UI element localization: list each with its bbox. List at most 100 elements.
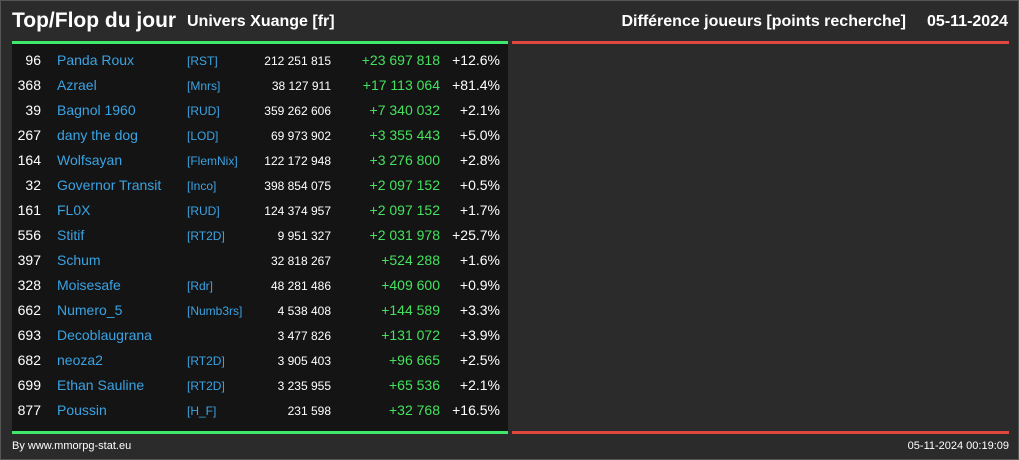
player-name-link[interactable]: Stitif: [57, 227, 85, 243]
player-points: 122 172 948: [264, 154, 331, 168]
top-divider-red: [512, 41, 1009, 44]
metric-label: Différence joueurs [points recherche]: [621, 13, 906, 30]
top-divider-green: [12, 41, 508, 44]
percent-change: +5.0%: [459, 127, 500, 143]
points-difference: +3 355 443: [369, 127, 440, 143]
table-row: 699 Ethan Sauline [RT2D] 3 235 955 +65 536 +2…: [12, 373, 508, 398]
player-rank: 39: [25, 102, 41, 118]
player-name-link[interactable]: Panda Roux: [57, 52, 135, 68]
alliance-tag-link[interactable]: [Mnrs]: [187, 79, 221, 93]
table-row: 328 Moisesafe [Rdr] 48 281 486 +409 600 +0.9%: [12, 273, 508, 298]
points-difference: +17 113 064: [362, 77, 440, 93]
alliance-tag-link[interactable]: [RT2D]: [187, 229, 225, 243]
player-rank: 693: [17, 327, 41, 343]
player-name-link[interactable]: FL0X: [57, 202, 91, 218]
player-rank: 328: [17, 277, 41, 293]
player-rank: 161: [17, 202, 41, 218]
alliance-tag-link[interactable]: [RST]: [187, 54, 218, 68]
player-name-link[interactable]: Schum: [57, 252, 101, 268]
player-points: 359 262 606: [264, 104, 331, 118]
alliance-tag-link[interactable]: [H_F]: [187, 404, 217, 418]
header: Top/Flop du jour Univers Xuange [fr] Dif…: [1, 1, 1018, 41]
site-credit[interactable]: By www.mmorpg-stat.eu: [12, 440, 132, 452]
player-points: 38 127 911: [271, 79, 331, 93]
points-difference: +32 768: [389, 402, 440, 418]
page-title: Top/Flop du jour: [12, 9, 177, 32]
player-points: 3 235 955: [277, 379, 331, 393]
alliance-tag-link[interactable]: [Rdr]: [187, 279, 214, 293]
player-points: 3 477 826: [277, 329, 331, 343]
points-difference: +65 536: [389, 377, 440, 393]
player-points: 69 973 902: [270, 129, 331, 143]
player-points: 212 251 815: [264, 54, 331, 68]
points-difference: +144 589: [381, 302, 440, 318]
player-name-link[interactable]: Decoblaugrana: [57, 327, 152, 343]
alliance-tag-link[interactable]: [RT2D]: [187, 379, 225, 393]
table-row: 556 Stitif [RT2D] 9 951 327 +2 031 978 +25.7%: [12, 223, 508, 248]
player-name-link[interactable]: Moisesafe: [57, 277, 121, 293]
player-rank: 662: [17, 302, 41, 318]
table-row: 397 Schum 32 818 267 +524 288 +1.6%: [12, 248, 508, 273]
table-row: 267 dany the dog [LOD] 69 973 902 +3 355 443…: [12, 123, 508, 148]
percent-change: +25.7%: [452, 227, 500, 243]
player-name-link[interactable]: Numero_5: [57, 302, 123, 318]
table-row: 877 Poussin [H_F] 231 598 +32 768 +16.5%: [12, 398, 508, 423]
player-rank: 32: [25, 177, 41, 193]
alliance-tag-link[interactable]: [RUD]: [187, 104, 220, 118]
points-difference: +7 340 032: [369, 102, 440, 118]
player-name-link[interactable]: Poussin: [57, 402, 107, 418]
percent-change: +2.5%: [459, 352, 500, 368]
player-name-link[interactable]: Azrael: [57, 77, 97, 93]
table-row: 693 Decoblaugrana 3 477 826 +131 072 +3.9%: [12, 323, 508, 348]
alliance-tag-link[interactable]: [RUD]: [187, 204, 220, 218]
player-points: 231 598: [287, 404, 331, 418]
percent-change: +3.9%: [459, 327, 500, 343]
points-difference: +2 031 978: [369, 227, 440, 243]
player-name-link[interactable]: Ethan Sauline: [57, 377, 145, 393]
percent-change: +12.6%: [452, 52, 500, 68]
alliance-tag-link[interactable]: [Inco]: [187, 179, 217, 193]
player-points: 3 905 403: [277, 354, 331, 368]
percent-change: +16.5%: [452, 402, 500, 418]
table-row: 32 Governor Transit [Inco] 398 854 075 +2 09…: [12, 173, 508, 198]
percent-change: +2.8%: [459, 152, 500, 168]
generated-timestamp: 05-11-2024 00:19:09: [907, 440, 1009, 452]
points-difference: +2 097 152: [369, 177, 440, 193]
player-name-link[interactable]: dany the dog: [57, 127, 138, 143]
alliance-tag-link[interactable]: [RT2D]: [187, 354, 225, 368]
alliance-tag-link[interactable]: [FlemNix]: [187, 154, 238, 168]
player-name-link[interactable]: neoza2: [57, 352, 103, 368]
player-points: 48 281 486: [270, 279, 331, 293]
table-row: 662 Numero_5 [Numb3rs] 4 538 408 +144 589 +3.…: [12, 298, 508, 323]
percent-change: +2.1%: [459, 377, 500, 393]
percent-change: +0.5%: [459, 177, 500, 193]
percent-change: +2.1%: [459, 102, 500, 118]
player-rank: 267: [17, 127, 41, 143]
table-row: 161 FL0X [RUD] 124 374 957 +2 097 152 +1.7%: [12, 198, 508, 223]
percent-change: +1.7%: [459, 202, 500, 218]
report-date: 05-11-2024: [927, 13, 1008, 30]
player-rank: 877: [17, 402, 41, 418]
player-rank: 96: [25, 52, 41, 68]
percent-change: +3.3%: [459, 302, 500, 318]
points-difference: +131 072: [381, 327, 440, 343]
top-gainers-list: 96 Panda Roux [RST] 212 251 815 +23 697 818 +…: [12, 48, 508, 423]
bottom-divider-red: [512, 431, 1009, 434]
percent-change: +1.6%: [459, 252, 500, 268]
table-row: 682 neoza2 [RT2D] 3 905 403 +96 665 +2.5%: [12, 348, 508, 373]
player-rank: 556: [17, 227, 41, 243]
bottom-divider-green: [12, 431, 508, 434]
player-name-link[interactable]: Bagnol 1960: [57, 102, 136, 118]
alliance-tag-link[interactable]: [LOD]: [187, 129, 219, 143]
player-points: 4 538 408: [277, 304, 331, 318]
player-points: 32 818 267: [270, 254, 331, 268]
points-difference: +524 288: [381, 252, 440, 268]
points-difference: +3 276 800: [369, 152, 440, 168]
alliance-tag-link[interactable]: [Numb3rs]: [187, 304, 243, 318]
player-points: 9 951 327: [277, 229, 331, 243]
points-difference: +96 665: [389, 352, 440, 368]
player-name-link[interactable]: Wolfsayan: [57, 152, 123, 168]
player-name-link[interactable]: Governor Transit: [57, 177, 162, 193]
points-difference: +409 600: [381, 277, 440, 293]
